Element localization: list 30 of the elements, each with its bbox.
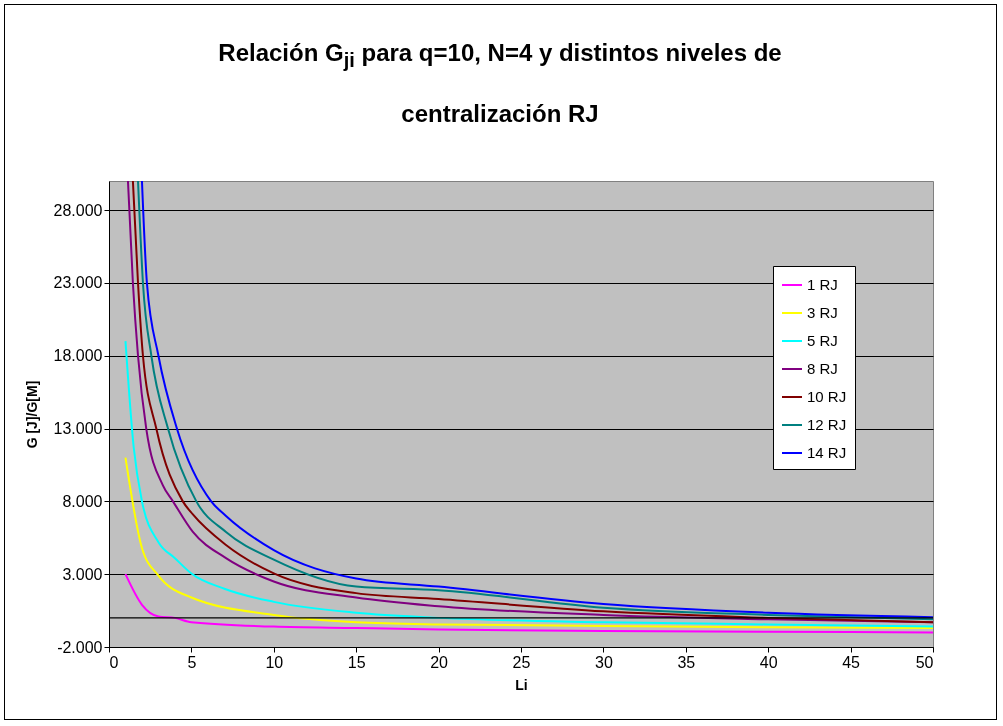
legend-label: 1 RJ	[807, 276, 838, 293]
x-tick-label: 15	[347, 653, 366, 671]
x-tick-label: 10	[265, 653, 284, 671]
line-series	[124, 456, 933, 630]
legend-label: 10 RJ	[807, 388, 847, 405]
x-axis-title: Li	[515, 676, 528, 693]
x-tick-label: 50	[915, 653, 934, 671]
legend-label: 14 RJ	[807, 444, 847, 461]
legend-label: 8 RJ	[807, 360, 838, 377]
y-axis-title: G [J]/G[M]	[23, 380, 40, 449]
legend-label: 12 RJ	[807, 416, 847, 433]
y-tick-label: 8.000	[62, 492, 103, 510]
legend-label: 5 RJ	[807, 332, 838, 349]
y-tick-label: 28.000	[53, 201, 103, 219]
x-tick-label: 25	[512, 653, 531, 671]
y-tick-label: 3.000	[62, 565, 103, 583]
legend-label: 3 RJ	[807, 304, 838, 321]
y-tick-label: 13.000	[53, 420, 103, 438]
y-tick-label: 23.000	[53, 274, 103, 292]
x-tick-label: 5	[187, 653, 197, 671]
x-tick-label: 30	[595, 653, 613, 671]
x-tick-label: 20	[430, 653, 449, 671]
x-tick-label: 0	[109, 653, 119, 671]
chart-title: Relación G$_{ji}$ para q=10, N=4 y distintos niveles de centralización RJ	[218, 39, 782, 127]
x-tick-label: 40	[759, 653, 778, 671]
line-series	[124, 573, 933, 634]
y-tick-label: 18.000	[53, 347, 103, 365]
x-tick-label: 35	[677, 653, 696, 671]
y-tick-label: -2.000	[57, 638, 103, 656]
x-tick-label: 45	[842, 653, 861, 671]
